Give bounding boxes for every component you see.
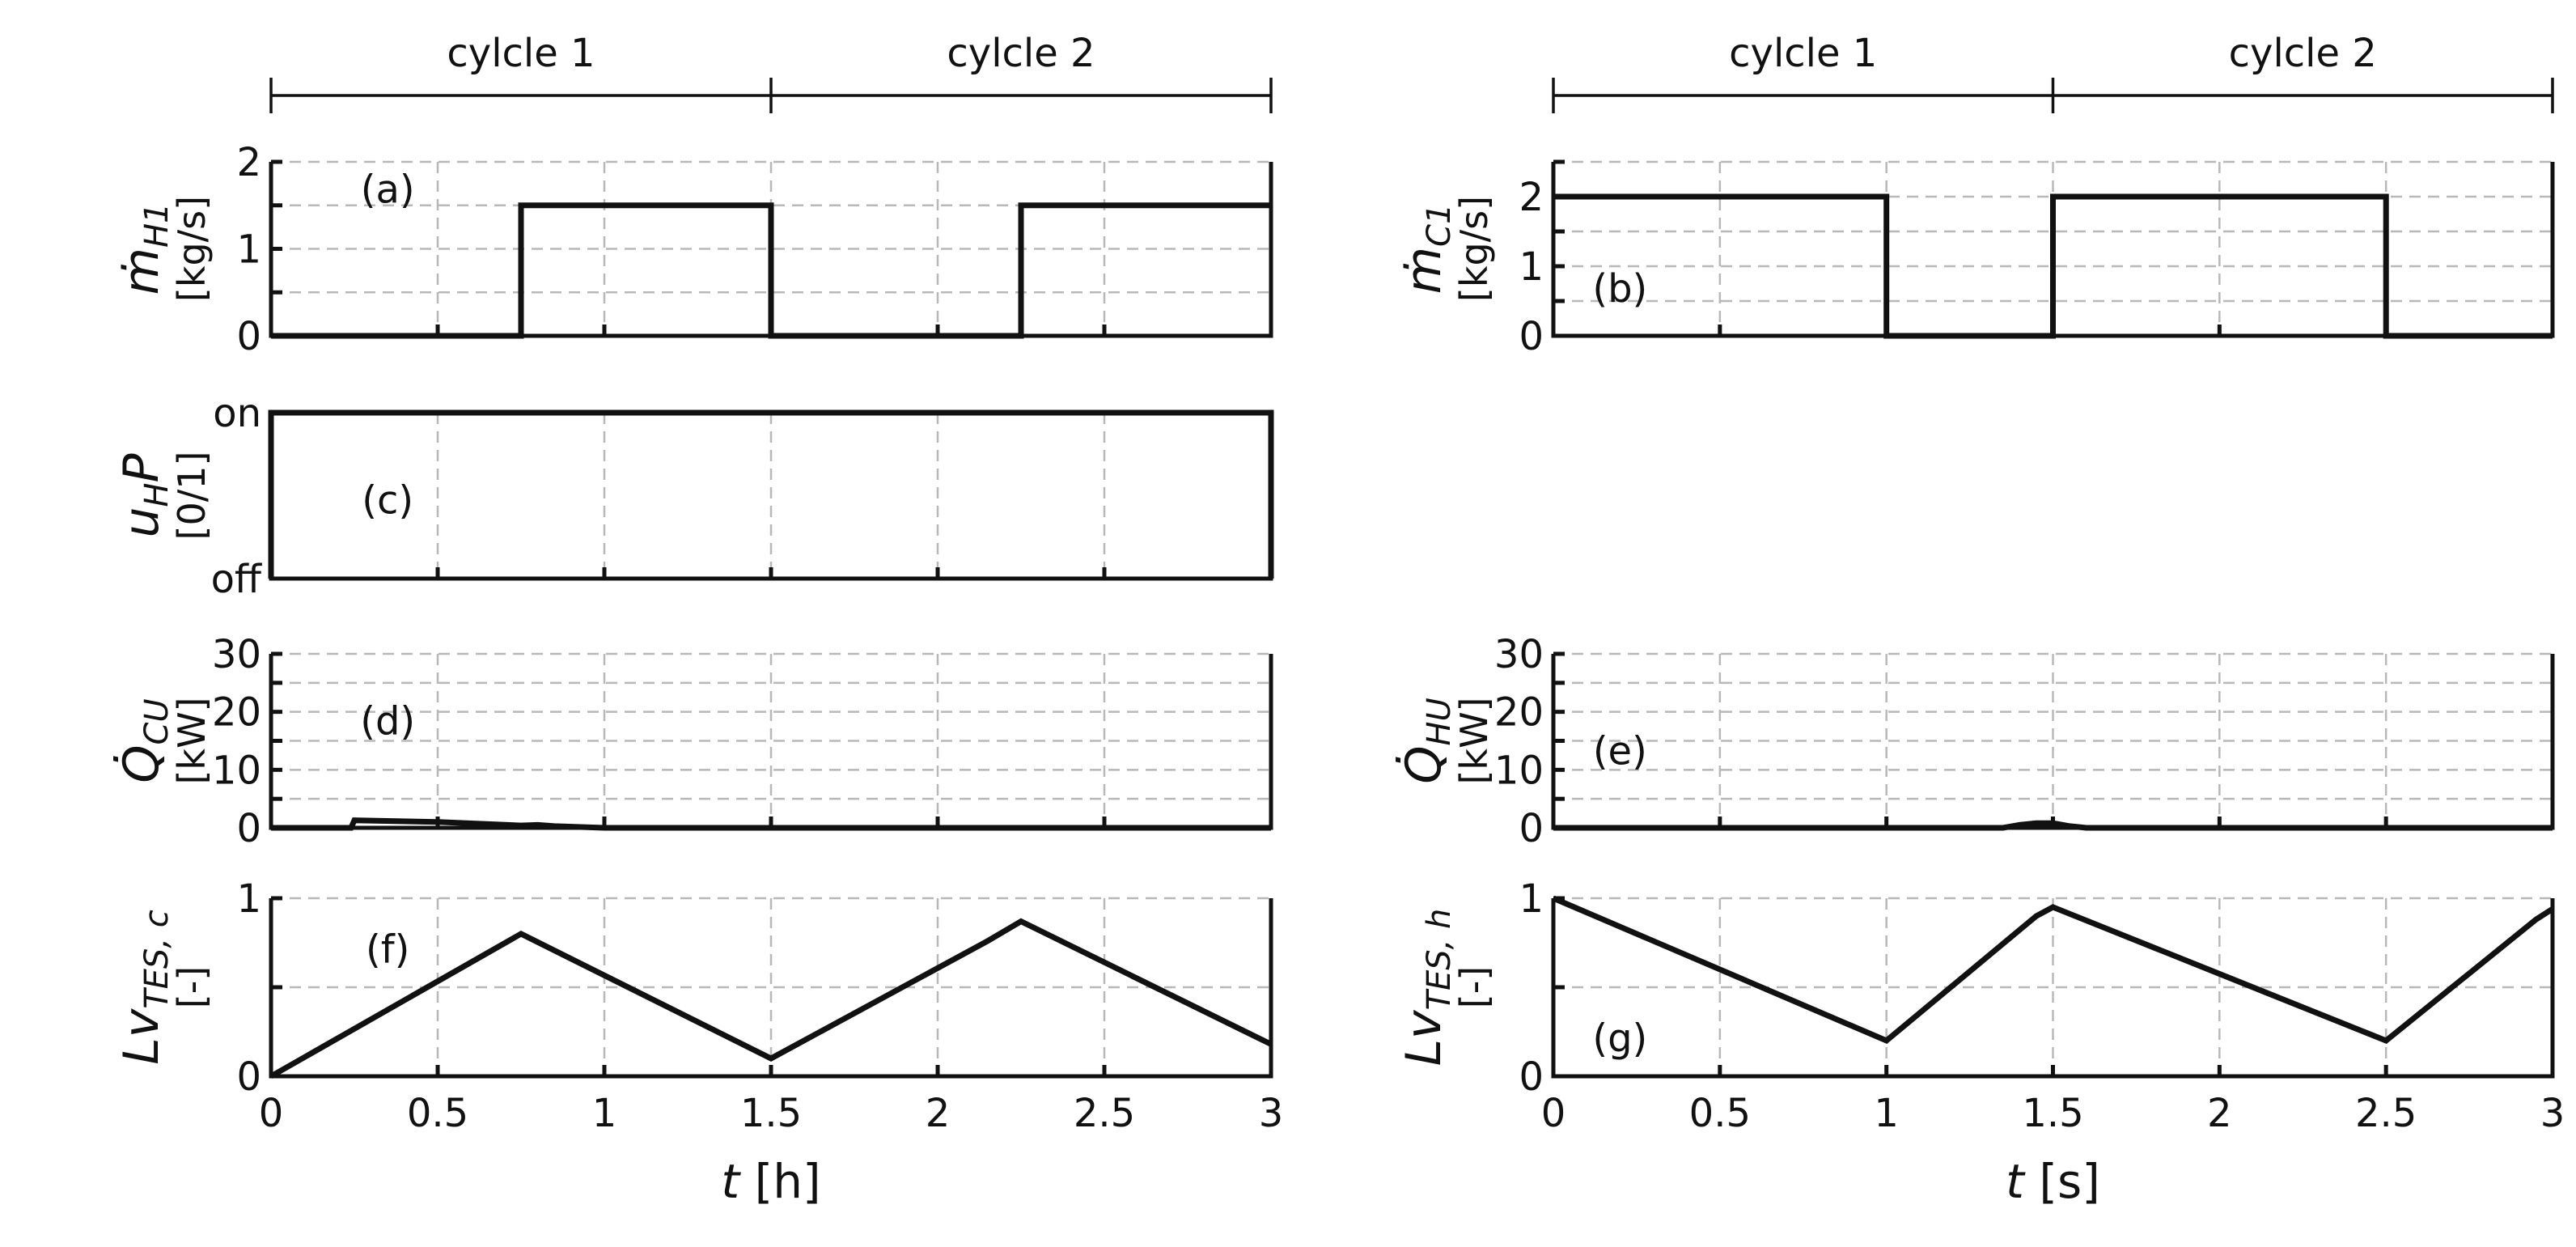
x-tick-label: 1	[592, 1091, 617, 1136]
y-axis-label: ṁC1	[1396, 204, 1458, 295]
y-label-main: Lv	[113, 1007, 170, 1064]
panel-label: (c)	[362, 478, 413, 524]
y-tick-label: 30	[1494, 632, 1544, 677]
y-tick-label: 20	[212, 690, 261, 736]
panel-g: 0 1 0 0.5 1 1.5 2 2.5 3 t [s] LvTES, h[-] (g)	[1396, 876, 2565, 1209]
x-axis-label: t [h]	[721, 1154, 820, 1209]
panel-label: (g)	[1592, 1016, 1647, 1062]
cycle-bracket-right: cylcle 1 cylcle 2	[1552, 31, 2554, 113]
y-label-sub: C1	[1421, 204, 1458, 247]
y-label-main: Q̇	[112, 744, 170, 783]
panel-e: 0 10 20 30 Q̇HU[kW] (e)	[1395, 632, 2555, 851]
x-tick-label: 1	[1874, 1091, 1899, 1136]
panel-label: (d)	[360, 699, 415, 744]
y-axis-label: ṁH1	[113, 203, 176, 295]
x-tick-label: 0	[1541, 1091, 1566, 1136]
x-tick-label: 3	[1259, 1091, 1284, 1136]
y-axis-label: LvTES, h	[1396, 909, 1458, 1067]
series-line-g	[1552, 895, 2554, 1045]
panel-d: 0 10 20 30 Q̇CU[kW] (d)	[112, 632, 1273, 851]
x-tick-label: 0	[259, 1091, 284, 1136]
y-tick-label: 20	[1494, 690, 1544, 736]
y-label-main: u	[113, 507, 170, 538]
y-axis-unit: [kW]	[1452, 697, 1496, 784]
series-line-b	[1553, 193, 2553, 339]
x-tick-label: 1.5	[2022, 1091, 2083, 1136]
y-axis-label: Q̇HU	[1395, 698, 1458, 784]
y-tick-label: on	[213, 391, 261, 436]
panel-label: (e)	[1593, 728, 1647, 774]
y-label-sub: TES, h	[1421, 909, 1458, 1011]
y-axis-unit: [-]	[1452, 966, 1496, 1009]
x-axis-var: t	[2006, 1154, 2026, 1209]
x-tick-label: 0.5	[407, 1091, 468, 1136]
x-tick-label: 2.5	[1074, 1091, 1135, 1136]
panel-label: (b)	[1592, 266, 1647, 312]
y-label-sub: H	[138, 483, 176, 507]
y-label-main: ṁ	[1396, 247, 1452, 294]
panel-b: 0 1 2 ṁC1[kg/s] (b)	[1396, 159, 2555, 359]
x-axis-var: t	[721, 1154, 741, 1209]
y-tick-label: 1	[1519, 876, 1544, 922]
x-axis-label: t [s]	[2006, 1154, 2100, 1209]
y-tick-label: 30	[212, 632, 261, 677]
panel-label: (a)	[361, 167, 415, 212]
y-tick-label: off	[211, 557, 262, 602]
y-axis-unit: [0/1]	[170, 452, 214, 541]
panel-f: 0 1 0 0.5 1 1.5 2 2.5 3 t [h] LvTES, c[-] (f)	[113, 876, 1283, 1209]
series-line-d	[271, 817, 1271, 831]
cycle-label: cylcle 2	[947, 31, 1095, 76]
y-axis-label: uHP	[113, 453, 176, 538]
y-axis-unit: [kg/s]	[170, 196, 214, 302]
y-tick-label: 1	[236, 227, 261, 273]
y-tick-label: 0	[236, 1054, 261, 1100]
y-label-main2: P	[113, 453, 170, 483]
cycle-label: cylcle 2	[2229, 31, 2377, 76]
panel-label: (f)	[366, 927, 409, 973]
series-line-e	[1553, 820, 2553, 831]
series-line-a	[271, 202, 1271, 339]
y-tick-label: 0	[236, 314, 261, 359]
y-axis-unit: [-]	[170, 966, 214, 1009]
y-tick-label: 0	[236, 806, 261, 851]
y-tick-label: 1	[236, 876, 261, 922]
y-tick-label: 0	[1519, 806, 1544, 851]
cycle-label: cylcle 1	[447, 31, 595, 76]
x-tick-label: 2.5	[2355, 1091, 2417, 1136]
cycle-bracket-left: cylcle 1 cylcle 2	[269, 31, 1273, 113]
x-tick-label: 2	[2207, 1091, 2232, 1136]
x-tick-label: 0.5	[1689, 1091, 1751, 1136]
y-axis-unit: [kW]	[170, 697, 214, 784]
y-axis-label: LvTES, c	[113, 910, 176, 1064]
y-label-sub: CU	[138, 698, 176, 744]
y-axis-unit: [kg/s]	[1452, 196, 1496, 302]
x-tick-label: 3	[2540, 1091, 2565, 1136]
x-tick-label: 1.5	[740, 1091, 802, 1136]
y-label-sub: TES, c	[138, 910, 176, 1009]
y-tick-label: 0	[1519, 314, 1544, 359]
cycle-label: cylcle 1	[1729, 31, 1877, 76]
x-tick-label: 2	[926, 1091, 951, 1136]
x-axis-unit: [h]	[755, 1154, 821, 1209]
y-tick-label: 10	[1494, 748, 1544, 793]
y-tick-label: 2	[1519, 175, 1544, 220]
y-tick-label: 10	[212, 748, 261, 793]
panel-a: 0 1 2 ṁH1[kg/s] (a)	[113, 140, 1273, 359]
series-line-c	[268, 409, 1274, 579]
x-axis-unit: [s]	[2039, 1154, 2099, 1209]
y-label-sub: H1	[138, 203, 176, 248]
y-label-main: Lv	[1396, 1009, 1452, 1066]
y-axis-label: Q̇CU	[112, 698, 176, 783]
y-tick-label: 0	[1519, 1054, 1544, 1100]
y-label-main: ṁ	[113, 248, 170, 295]
y-label-sub: HU	[1421, 698, 1458, 745]
y-tick-label: 1	[1519, 244, 1544, 290]
series-line-f	[269, 918, 1273, 1079]
y-tick-label: 2	[236, 140, 261, 185]
y-label-main: Q̇	[1395, 746, 1452, 784]
